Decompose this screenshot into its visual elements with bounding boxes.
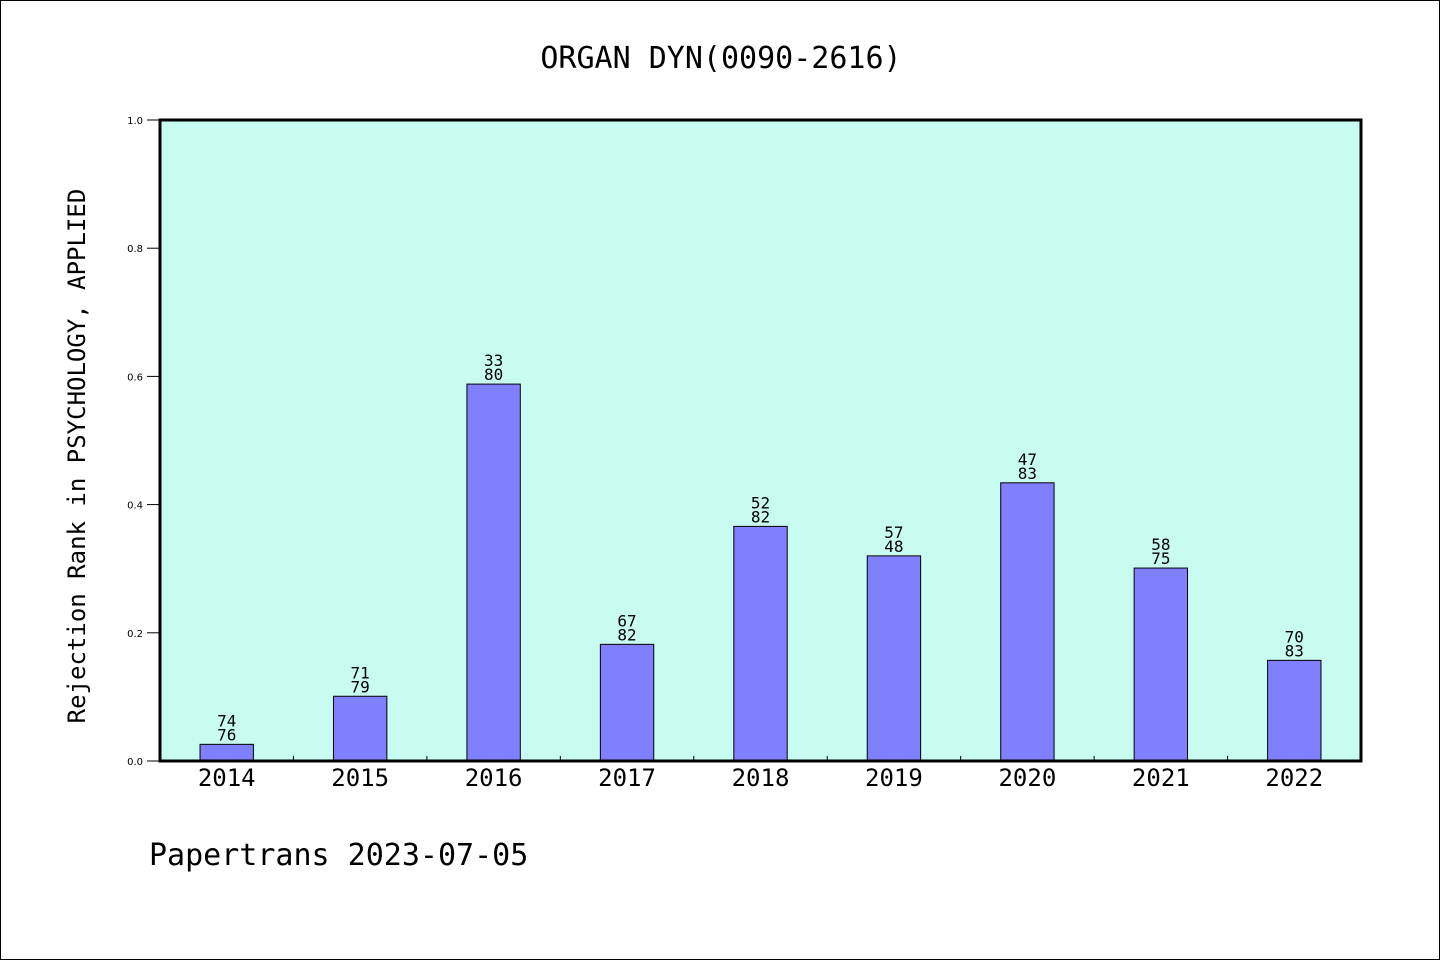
data-label-bottom-2019: 48 [884,537,903,556]
x-tick-label-2016: 2016 [465,764,523,792]
bar-2018 [733,525,788,762]
bar-2022 [1267,659,1322,762]
data-label-bottom-2016: 80 [484,365,503,384]
plot-border [158,118,1363,763]
y-axis-label: Rejection Rank in PSYCHOLOGY, APPLIED [63,189,91,724]
bar-2019 [866,555,922,762]
x-tick-label-2021: 2021 [1132,764,1190,792]
bar-2016 [466,383,521,762]
y-tick-label: 0.6 [127,372,143,383]
data-label-bottom-2017: 82 [617,625,636,644]
data-label-bottom-2021: 75 [1151,549,1170,568]
y-tick-label: 1.0 [127,116,143,127]
y-tick-label: 0.4 [127,501,143,512]
data-label-bottom-2014: 76 [217,725,236,744]
bars-layer [199,383,1322,762]
x-tick-label-2018: 2018 [732,764,790,792]
data-label-top-2015: 71 [351,663,370,682]
footer-credit: Papertrans 2023-07-05 [149,838,528,873]
x-tick-label-2014: 2014 [198,764,256,792]
data-label-bottom-2018: 82 [751,507,770,526]
chart-title: ORGAN DYN(0090-2616) [540,41,901,76]
y-tick-label: 0.2 [127,629,143,640]
data-label-bottom-2015: 79 [351,677,370,696]
data-label-bottom-2022: 83 [1285,641,1304,660]
bar-2020 [1000,482,1055,762]
bar-2015 [332,695,388,762]
bar-2017 [599,643,655,762]
x-tick-label-2015: 2015 [331,764,389,792]
data-label-top-2020: 47 [1018,450,1037,469]
x-tick-label-2017: 2017 [598,764,656,792]
data-label-top-2017: 67 [617,611,636,630]
bar-2014 [199,743,254,762]
data-label-top-2018: 52 [751,493,770,512]
data-label-bottom-2020: 83 [1018,464,1037,483]
data-label-top-2021: 58 [1151,535,1170,554]
y-tick-label: 0.0 [127,757,143,768]
data-label-top-2014: 74 [217,711,236,730]
bar-2021 [1133,567,1189,762]
x-tick-label-2020: 2020 [998,764,1056,792]
data-label-top-2016: 33 [484,351,503,370]
y-tick-label: 0.8 [127,244,143,255]
x-tick-label-2022: 2022 [1265,764,1323,792]
x-tick-label-2019: 2019 [865,764,923,792]
ticks-layer: 2014 2015 2016 2017 2018 2019 2020 2021 2022 0.0 0… [127,116,1323,792]
data-label-top-2022: 70 [1285,627,1304,646]
data-label-top-2019: 57 [884,523,903,542]
